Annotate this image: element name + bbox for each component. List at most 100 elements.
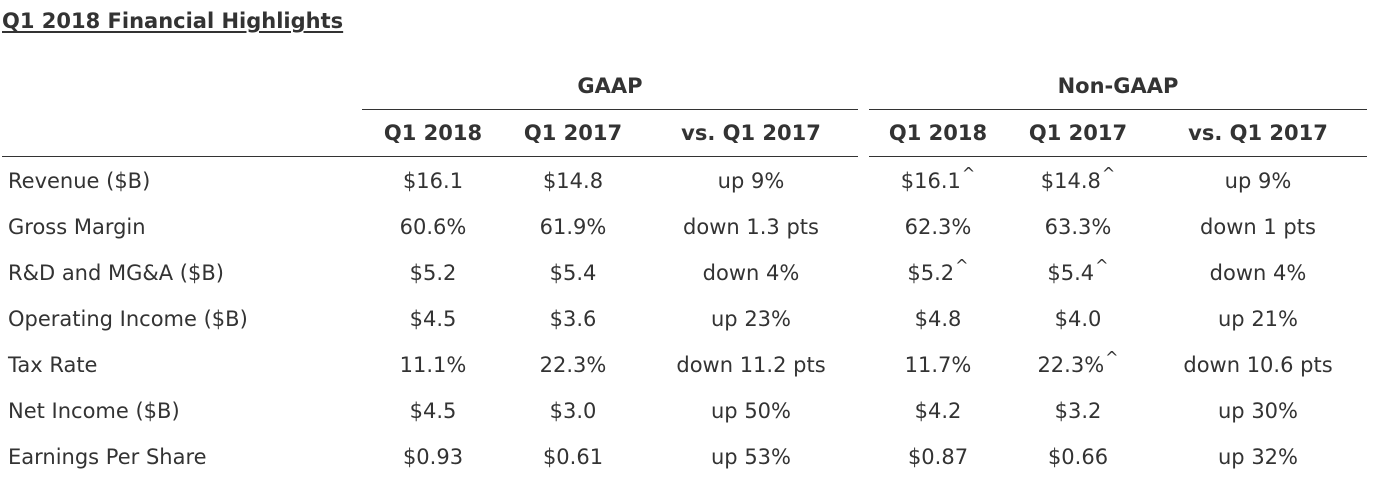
table-cell: $4.8: [848, 296, 1028, 342]
row-label: Revenue ($B): [8, 169, 151, 193]
column-header-gaap-3: vs. Q1 2017: [681, 121, 821, 145]
column-header-non-gaap-2: Q1 2017: [1028, 121, 1128, 145]
cell-value: up 53%: [711, 445, 791, 469]
cell-value: $3.0: [549, 399, 597, 423]
column-header-gaap-2: Q1 2017: [523, 121, 623, 145]
table-cell: 11.1%: [343, 342, 523, 388]
cell-value: up 23%: [711, 307, 791, 331]
table-cell: $0.93: [343, 434, 523, 480]
table-cell: $5.2: [343, 250, 523, 296]
table-cell: up 50%: [661, 388, 841, 434]
table-row: Revenue ($B) $16.1 $14.8 up 9% $16.1^ $14.8^ u…: [0, 158, 1379, 204]
table-cell: up 9%: [1168, 158, 1348, 204]
cell-value: $0.87: [907, 445, 969, 469]
table-row: Net Income ($B) $4.5 $3.0 up 50% $4.2 $3.2 up …: [0, 388, 1379, 434]
cell-value: $14.8: [542, 169, 604, 193]
cell-value: $14.8: [1040, 169, 1101, 193]
footnote-caret: ^: [961, 164, 976, 183]
row-label: Tax Rate: [8, 353, 98, 377]
table-cell: $16.1^: [848, 158, 1028, 206]
cell-value: $4.8: [914, 307, 962, 331]
cell-value: up 9%: [717, 169, 785, 193]
footnote-caret: ^: [1105, 348, 1119, 367]
table-row: R&D and MG&A ($B) $5.2 $5.4 down 4% $5.2^ $5.…: [0, 250, 1379, 296]
table-cell: down 10.6 pts: [1168, 342, 1348, 388]
cell-value: up 50%: [711, 399, 791, 423]
row-label: Gross Margin: [8, 215, 146, 239]
cell-value: $5.2: [409, 261, 457, 285]
table-cell: $3.2: [988, 388, 1168, 434]
cell-value: 62.3%: [904, 215, 972, 239]
table-cell: $14.8^: [988, 158, 1168, 206]
table-cell: down 1 pts: [1168, 204, 1348, 250]
table-cell: $16.1: [343, 158, 523, 204]
cell-value: 63.3%: [1044, 215, 1112, 239]
table-cell: $14.8: [483, 158, 663, 204]
cell-value: $0.66: [1047, 445, 1109, 469]
cell-value: down 1.3 pts: [683, 215, 819, 239]
table-cell: up 23%: [661, 296, 841, 342]
cell-value: down 11.2 pts: [676, 353, 826, 377]
cell-value: $16.1: [402, 169, 464, 193]
table-cell: 60.6%: [343, 204, 523, 250]
table-cell: $4.2: [848, 388, 1028, 434]
header-rule-non-gaap: [869, 156, 1367, 157]
cell-value: $5.4: [549, 261, 597, 285]
row-label: Earnings Per Share: [8, 445, 207, 469]
table-row: Earnings Per Share $0.93 $0.61 up 53% $0.87 $…: [0, 434, 1379, 480]
cell-value: $4.2: [914, 399, 962, 423]
cell-value: $0.93: [402, 445, 464, 469]
cell-value: $16.1: [900, 169, 961, 193]
footnote-caret: ^: [1101, 164, 1116, 183]
table-cell: $4.5: [343, 388, 523, 434]
row-label: Net Income ($B): [8, 399, 180, 423]
column-header-non-gaap-1: Q1 2018: [888, 121, 988, 145]
cell-value: up 32%: [1218, 445, 1298, 469]
cell-value: 11.1%: [399, 353, 467, 377]
table-cell: down 11.2 pts: [661, 342, 841, 388]
table-cell: $0.61: [483, 434, 663, 480]
cell-value: $4.5: [409, 399, 457, 423]
table-cell: down 4%: [661, 250, 841, 296]
gaap-group-header: GAAP: [577, 74, 643, 98]
table-cell: $5.4: [483, 250, 663, 296]
table-cell: 22.3%: [483, 342, 663, 388]
table-cell: up 32%: [1168, 434, 1348, 480]
table-cell: down 4%: [1168, 250, 1348, 296]
cell-value: up 30%: [1218, 399, 1298, 423]
table-cell: $5.2^: [848, 250, 1028, 298]
gaap-group-rule: [362, 109, 858, 110]
cell-value: 11.7%: [904, 353, 972, 377]
table-cell: up 53%: [661, 434, 841, 480]
table-cell: $3.6: [483, 296, 663, 342]
table-cell: down 1.3 pts: [661, 204, 841, 250]
table-cell: 11.7%: [848, 342, 1028, 388]
table-row: Gross Margin 60.6% 61.9% down 1.3 pts 62.3% 6…: [0, 204, 1379, 250]
cell-value: 22.3%: [539, 353, 607, 377]
table-cell: 63.3%: [988, 204, 1168, 250]
cell-value: 61.9%: [539, 215, 607, 239]
cell-value: 22.3%: [1037, 353, 1105, 377]
table-row: Tax Rate 11.1% 22.3% down 11.2 pts 11.7% 22.3…: [0, 342, 1379, 388]
table-cell: 22.3%^: [988, 342, 1168, 390]
row-label: R&D and MG&A ($B): [8, 261, 224, 285]
page-title: Q1 2018 Financial Highlights: [2, 9, 344, 33]
table-cell: $0.66: [988, 434, 1168, 480]
cell-value: down 10.6 pts: [1183, 353, 1333, 377]
row-label: Operating Income ($B): [8, 307, 248, 331]
cell-value: $5.4: [1047, 261, 1095, 285]
table-cell: 61.9%: [483, 204, 663, 250]
cell-value: $4.5: [409, 307, 457, 331]
table-cell: up 30%: [1168, 388, 1348, 434]
cell-value: $5.2: [907, 261, 955, 285]
footnote-caret: ^: [1095, 256, 1109, 275]
table-cell: up 21%: [1168, 296, 1348, 342]
footnote-caret: ^: [955, 256, 969, 275]
cell-value: $3.6: [549, 307, 597, 331]
cell-value: down 4%: [702, 261, 800, 285]
table-cell: 62.3%: [848, 204, 1028, 250]
table-cell: $4.0: [988, 296, 1168, 342]
table-cell: $5.4^: [988, 250, 1168, 298]
table-cell: $3.0: [483, 388, 663, 434]
column-header-non-gaap-3: vs. Q1 2017: [1188, 121, 1328, 145]
